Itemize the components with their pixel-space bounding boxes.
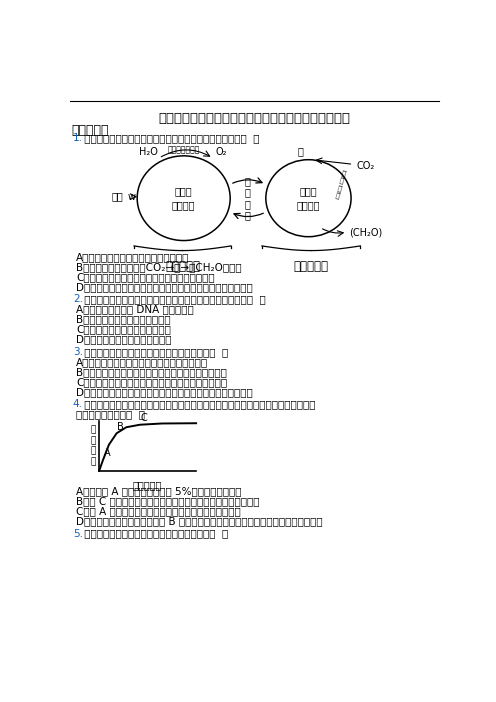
Text: D．赤道板的出现和纺锤体的出现: D．赤道板的出现和纺锤体的出现 [76,334,172,345]
Text: A．在任何活细胞中数量最多的化学元素都是氧: A．在任何活细胞中数量最多的化学元素都是氧 [76,357,208,367]
Text: 水在光下的分解: 水在光下的分解 [168,145,200,154]
Text: D．其他条件不变的情况下，在 B 点时，往反应物中加入少量同样的酶，反应速率不变: D．其他条件不变的情况下，在 B 点时，往反应物中加入少量同样的酶，反应速率不变 [76,516,322,526]
Text: 反应物浓度: 反应物浓度 [133,480,162,490]
Text: 反
应
速
率: 反 应 速 率 [91,425,96,466]
Text: 响，说法正确的是（  ）: 响，说法正确的是（ ） [76,409,145,419]
Text: 5.: 5. [73,529,83,538]
Text: 在有丝分裂的一个细胞周期中，最可能发生在同一时期的是（  ）: 在有丝分裂的一个细胞周期中，最可能发生在同一时期的是（ ） [81,294,266,305]
Text: 4.: 4. [73,399,83,409]
Text: D．在不同的细胞中各种化合物的种类基本相同，含量有所差别: D．在不同的细胞中各种化合物的种类基本相同，含量有所差别 [76,387,252,397]
Text: 3.: 3. [73,347,83,357]
Text: (CH₂O): (CH₂O) [349,227,382,237]
Text: 如图表示人体内某消化酶在体外最适温度条件下，反应物浓度对酶催化反应速率的影: 如图表示人体内某消化酶在体外最适温度条件下，反应物浓度对酶催化反应速率的影 [81,399,316,409]
Text: C．着丝点的分裂和核膜核仁形成: C．着丝点的分裂和核膜核仁形成 [76,324,171,334]
Text: 暗反应阶段: 暗反应阶段 [294,260,329,273]
Text: 己: 己 [245,210,250,220]
Text: C．在活细胞中的各种化合物与食物中的各种成分相同: C．在活细胞中的各种化合物与食物中的各种成分相同 [76,377,227,387]
Text: A．染色体数加倍和 DNA 分子数加倍: A．染色体数加倍和 DNA 分子数加倍 [76,305,194,314]
Text: B．在 C 点时，限制反应速率的因素是反应物的浓度和酶的浓度: B．在 C 点时，限制反应速率的因素是反应物的浓度和酶的浓度 [76,496,259,506]
Text: 叶绿体
中的色素: 叶绿体 中的色素 [172,186,195,210]
Text: 1.: 1. [73,133,83,143]
Text: 光反应阶段: 光反应阶段 [165,260,200,273]
Text: 下列关于组成细胞的化合物的叙述，正确的是（  ）: 下列关于组成细胞的化合物的叙述，正确的是（ ） [81,347,229,357]
Text: C．在 A 点时，限制反应速率的主要因素是反应物的浓度: C．在 A 点时，限制反应速率的主要因素是反应物的浓度 [76,506,241,516]
Text: 下图是绿色植物光合作用过程的图解，相关叙述错误的是（  ）: 下图是绿色植物光合作用过程的图解，相关叙述错误的是（ ） [81,133,260,143]
Text: 一、单选题: 一、单选题 [71,124,109,138]
Text: B．暗反应的物质变化为CO₂→甲→（CH₂O）或乙: B．暗反应的物质变化为CO₂→甲→（CH₂O）或乙 [76,262,242,272]
Text: CO₂: CO₂ [357,161,375,171]
Text: D．光合作用的能量变化是将光能转变成有机物中稳定的化学能: D．光合作用的能量变化是将光能转变成有机物中稳定的化学能 [76,282,252,292]
Text: H₂O: H₂O [139,147,158,157]
Text: 2.: 2. [73,294,83,305]
Text: 戊: 戊 [245,199,250,209]
Text: w: w [128,192,136,201]
Text: 多种酶
参加催化: 多种酶 参加催化 [297,186,320,210]
Text: 光
合
产
物: 光 合 产 物 [335,170,347,199]
Text: A: A [104,449,111,458]
Text: 光能: 光能 [112,192,124,201]
Text: C: C [141,413,147,423]
Text: A．如果在 A 点时，温度再提高 5%，则反应速率上升: A．如果在 A 点时，温度再提高 5%，则反应速率上升 [76,486,242,496]
Text: 下列有关生命系统结构层次的说法，错误的是（  ）: 下列有关生命系统结构层次的说法，错误的是（ ） [81,529,229,538]
Text: B．染色体复制和染色单体的形成: B．染色体复制和染色单体的形成 [76,314,171,324]
Text: A．光反应发生在叶绿体的类囊体薄膜上: A．光反应发生在叶绿体的类囊体薄膜上 [76,252,189,262]
Text: O₂: O₂ [215,147,227,157]
Text: 丁: 丁 [245,187,250,197]
Text: 甲: 甲 [298,147,304,157]
Text: C．突然停止光照，甲的含量减少，乙的含量增多: C．突然停止光照，甲的含量减少，乙的含量增多 [76,272,215,282]
Text: 四川省南充高级中学高一生物上学期期末模拟测试试题: 四川省南充高级中学高一生物上学期期末模拟测试试题 [158,112,350,125]
Text: 丙: 丙 [245,176,250,186]
Text: B．在活细胞中各种化合物含量最多的化合物是蛋白质: B．在活细胞中各种化合物含量最多的化合物是蛋白质 [76,367,227,377]
Text: B: B [118,422,124,432]
